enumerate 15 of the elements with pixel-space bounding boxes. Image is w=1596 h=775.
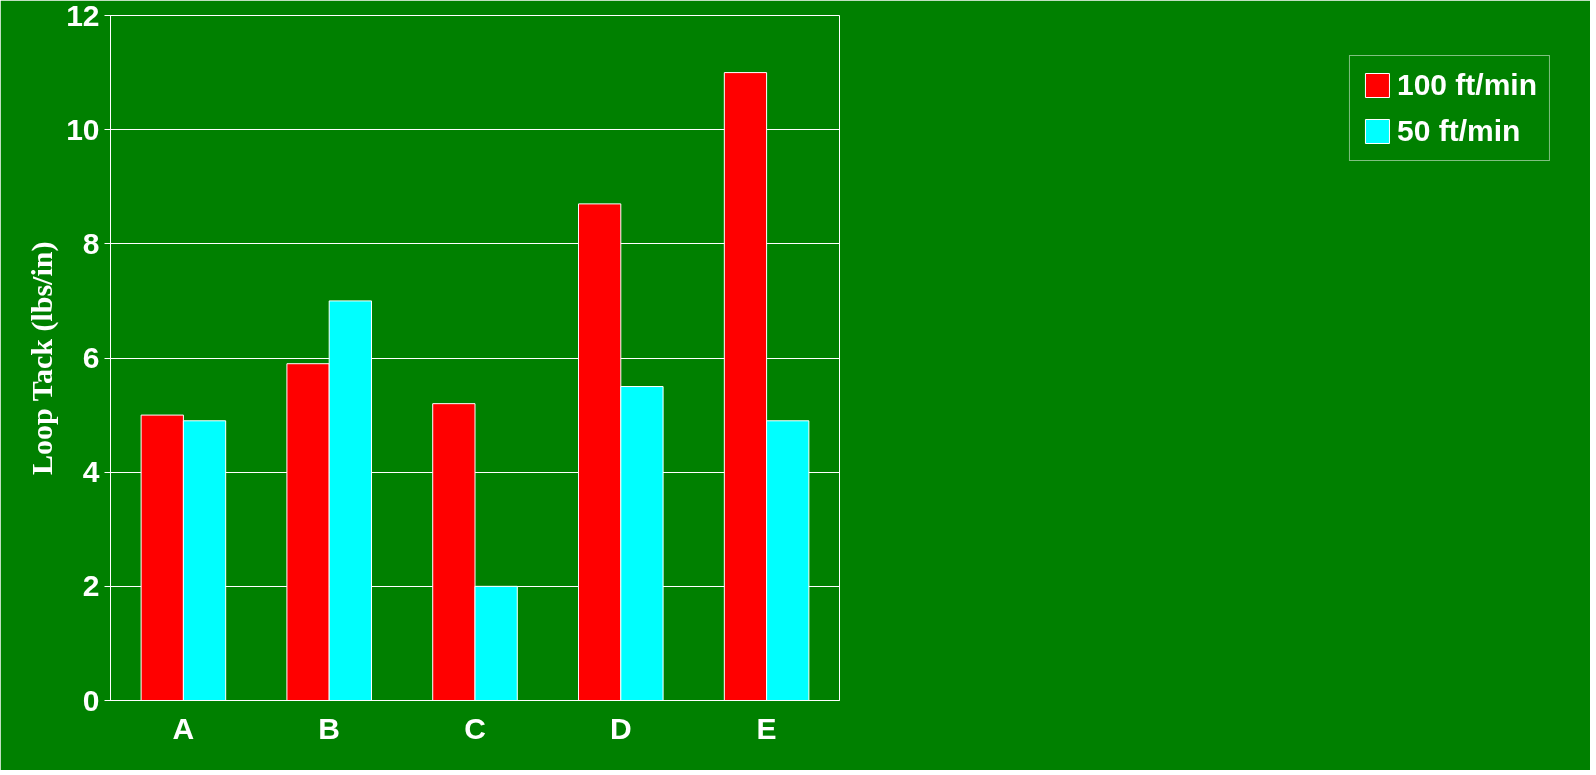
y-tick-label: 10 [66,112,100,146]
y-tick-label: 0 [82,683,100,717]
x-tick-label: D [609,711,632,745]
x-tick-label: C [464,711,486,745]
y-tick-label: 8 [82,226,100,260]
legend-label: 50 ft/min [1396,114,1521,148]
y-axis-title: Loop Tack (lbs/in) [25,241,60,475]
x-tick-label: B [318,711,341,745]
y-tick-label: 4 [82,455,100,489]
x-tick-label: A [172,711,195,745]
y-tick-label: 6 [82,341,100,374]
y-tick-label: 12 [66,0,100,32]
x-tick-label: E [756,711,777,745]
legend-label: 100 ft/min [1396,68,1537,102]
y-tick-label: 2 [82,569,100,603]
